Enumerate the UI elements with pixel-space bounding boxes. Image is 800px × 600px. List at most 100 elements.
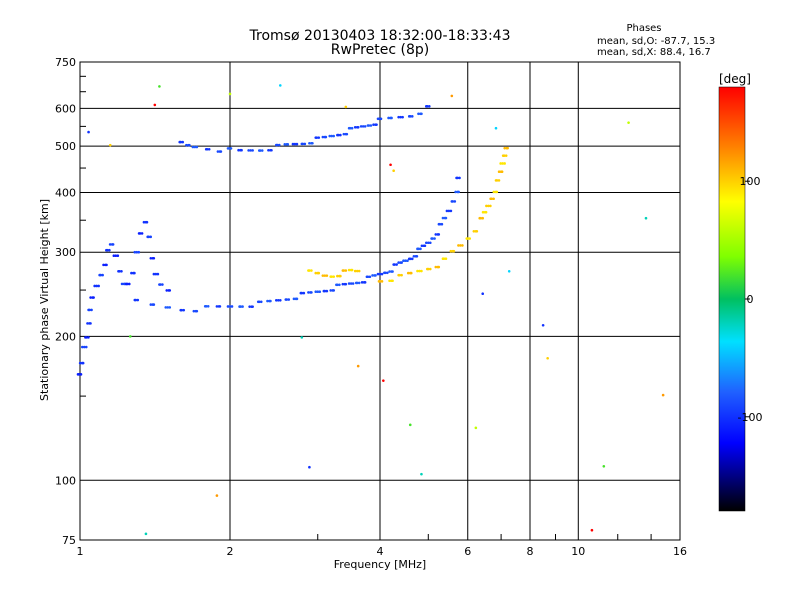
data-point xyxy=(380,280,384,283)
data-point xyxy=(353,269,357,273)
data-point xyxy=(205,147,209,151)
data-point xyxy=(108,243,112,246)
data-point xyxy=(418,269,421,273)
data-point xyxy=(602,465,606,468)
data-point xyxy=(79,373,83,376)
data-point xyxy=(391,279,394,283)
chart-title: Tromsø 20130403 18:32:00-18:33:43 xyxy=(249,28,511,44)
data-point xyxy=(425,105,429,108)
data-point xyxy=(475,230,479,233)
data-point xyxy=(399,115,402,119)
data-point xyxy=(350,268,354,272)
data-point xyxy=(308,465,311,469)
data-point xyxy=(101,273,104,277)
data-point xyxy=(468,237,472,240)
data-point xyxy=(226,305,230,308)
data-point xyxy=(437,233,441,236)
data-point xyxy=(401,115,404,119)
data-point xyxy=(484,210,488,214)
data-point xyxy=(458,176,461,180)
y-tick-label: 400 xyxy=(55,186,76,199)
data-point xyxy=(108,248,111,252)
data-point xyxy=(316,290,320,294)
y-tick-label: 600 xyxy=(55,102,76,115)
data-point xyxy=(270,148,273,152)
data-point xyxy=(89,322,92,325)
data-point xyxy=(417,247,420,251)
data-point xyxy=(145,220,149,224)
data-point xyxy=(257,300,261,304)
data-point xyxy=(147,235,151,239)
data-point xyxy=(386,271,389,275)
data-point xyxy=(360,281,364,284)
data-point xyxy=(416,269,419,273)
data-point xyxy=(355,269,359,273)
data-point xyxy=(85,336,88,339)
data-point xyxy=(479,216,483,220)
data-point xyxy=(195,145,199,149)
data-point xyxy=(500,170,504,174)
data-point xyxy=(428,241,432,245)
data-point xyxy=(357,269,361,273)
data-point xyxy=(82,345,86,349)
data-point xyxy=(152,303,156,306)
data-point xyxy=(95,284,98,288)
data-point xyxy=(481,216,485,220)
x-axis-label: Frequency [MHz] xyxy=(334,558,426,571)
data-point xyxy=(428,267,432,271)
data-point xyxy=(454,190,457,194)
data-point xyxy=(409,271,413,275)
data-point xyxy=(325,274,329,277)
data-point xyxy=(398,273,401,277)
data-point xyxy=(503,162,506,165)
data-point xyxy=(181,140,185,144)
colorbar-ticks: 100 0 -100 xyxy=(738,175,763,424)
data-point xyxy=(275,143,279,147)
data-point xyxy=(260,149,264,152)
data-point xyxy=(497,179,501,182)
data-point xyxy=(106,248,109,252)
data-point xyxy=(330,275,334,278)
data-point xyxy=(395,263,398,266)
data-point xyxy=(359,125,363,128)
data-point xyxy=(393,263,396,266)
data-point xyxy=(324,135,328,139)
data-point xyxy=(185,143,188,147)
data-point xyxy=(311,141,314,145)
data-point xyxy=(193,145,197,149)
data-point xyxy=(204,304,208,308)
data-point xyxy=(216,150,220,153)
data-point xyxy=(472,230,476,233)
data-point xyxy=(179,140,183,144)
data-point xyxy=(332,275,336,278)
data-point xyxy=(546,356,549,360)
data-point xyxy=(332,134,336,138)
data-point xyxy=(494,126,498,130)
x-tick-label: 6 xyxy=(464,545,471,558)
data-point xyxy=(489,204,492,208)
data-point xyxy=(441,216,445,220)
data-point xyxy=(191,145,195,149)
y-tick-label: 100 xyxy=(55,474,76,487)
data-point xyxy=(356,364,360,368)
data-point xyxy=(80,345,84,349)
data-point xyxy=(308,141,311,145)
data-point xyxy=(86,322,89,325)
data-point xyxy=(339,133,342,137)
y-tick-label: 750 xyxy=(55,56,76,69)
data-point xyxy=(339,274,342,278)
stats-line-x: mean, sd,X: 88.4, 16.7 xyxy=(597,47,711,58)
data-point xyxy=(492,190,496,194)
data-point xyxy=(342,269,346,272)
data-point xyxy=(492,197,495,201)
data-point xyxy=(228,92,232,96)
data-point xyxy=(325,289,329,293)
data-point xyxy=(503,146,506,150)
data-point xyxy=(133,271,136,275)
data-point xyxy=(277,143,281,147)
data-point xyxy=(249,149,252,152)
data-point xyxy=(444,257,448,260)
data-point xyxy=(453,200,457,203)
data-point xyxy=(497,170,501,174)
